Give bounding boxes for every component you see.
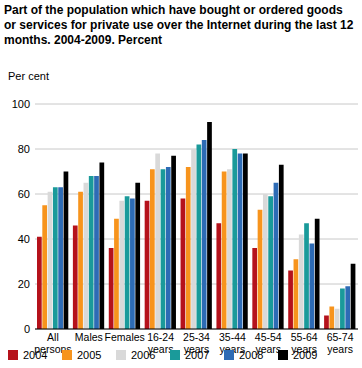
- bar: [186, 167, 191, 329]
- bar: [258, 210, 263, 329]
- bar: [315, 219, 320, 329]
- x-tick-label-line: Females: [105, 331, 145, 343]
- bar: [243, 154, 248, 330]
- title: Part of the population which have bought…: [4, 3, 356, 48]
- bar: [263, 194, 268, 329]
- bar: [294, 259, 299, 329]
- legend-swatch: [224, 350, 234, 360]
- y-axis-label: Per cent: [8, 70, 49, 82]
- bar: [48, 192, 53, 329]
- bar: [274, 183, 279, 329]
- bar: [114, 219, 119, 329]
- bar: [191, 149, 196, 329]
- bar: [109, 248, 114, 329]
- bar: [171, 156, 176, 329]
- bar: [135, 183, 140, 329]
- bar: [42, 205, 47, 329]
- bar: [345, 286, 350, 329]
- x-axis: [35, 329, 358, 330]
- bar: [58, 187, 63, 329]
- bar: [94, 176, 99, 329]
- bar: [181, 199, 186, 330]
- bar: [155, 154, 160, 330]
- legend-label: 2009: [293, 349, 317, 361]
- bar: [125, 196, 130, 329]
- bar: [279, 165, 284, 329]
- bar: [288, 271, 293, 330]
- bar: [73, 226, 78, 330]
- x-tick-label-line: 45-54: [255, 331, 282, 343]
- bar: [130, 199, 135, 330]
- x-tick-label-line: Males: [75, 331, 103, 343]
- legend-label: 2007: [185, 349, 209, 361]
- x-tick-label-line: 25-34: [183, 331, 210, 343]
- bar: [304, 223, 309, 329]
- legend-swatch: [116, 350, 126, 360]
- y-tick-label: 0: [24, 323, 30, 335]
- bar: [53, 187, 58, 329]
- bar: [161, 169, 166, 329]
- legend-label: 2005: [77, 349, 101, 361]
- x-tick-label-line: 35-44: [219, 331, 246, 343]
- bar: [150, 169, 155, 329]
- legend-swatch: [278, 350, 288, 360]
- bar: [99, 163, 104, 330]
- bar: [329, 307, 334, 330]
- bars: [37, 122, 355, 329]
- bar: [299, 235, 304, 330]
- bar: [232, 149, 237, 329]
- bar: [145, 201, 150, 329]
- bar: [340, 289, 345, 330]
- bar: [216, 223, 221, 329]
- x-tick-label-line: All: [47, 331, 59, 343]
- bar: [227, 169, 232, 329]
- x-tick-label: Females: [105, 331, 145, 343]
- bar: [119, 201, 124, 329]
- y-tick-label: 40: [18, 233, 30, 245]
- bar: [351, 264, 356, 329]
- bar: [268, 196, 273, 329]
- bar: [335, 309, 340, 329]
- x-tick-label-line: years: [327, 343, 353, 355]
- x-tick-label-line: 65-74: [327, 331, 354, 343]
- bar: [89, 176, 94, 329]
- bar: [252, 248, 257, 329]
- bar: [309, 244, 314, 330]
- bar: [37, 237, 42, 329]
- legend-label: 2006: [131, 349, 155, 361]
- legend-swatch: [62, 350, 72, 360]
- grid-line: [35, 329, 358, 330]
- legend-swatch: [8, 350, 18, 360]
- legend-swatch: [170, 350, 180, 360]
- legend-label: 2004: [23, 349, 47, 361]
- grid-line: [35, 104, 358, 105]
- bar: [222, 172, 227, 330]
- bar: [207, 122, 212, 329]
- x-tick-label: Males: [75, 331, 103, 343]
- bar: [197, 145, 202, 330]
- y-tick-label: 60: [18, 188, 30, 200]
- bar: [64, 172, 69, 330]
- bar: [84, 183, 89, 329]
- y-tick-label: 100: [12, 98, 30, 110]
- x-tick-label-line: 16-24: [147, 331, 174, 343]
- y-tick-label: 80: [18, 143, 30, 155]
- bar: [324, 316, 329, 330]
- x-tick-label: 65-74years: [327, 331, 354, 355]
- legend-label: 2008: [239, 349, 263, 361]
- bar: [78, 192, 83, 329]
- bar: [202, 140, 207, 329]
- x-tick-label-line: 55-64: [291, 331, 318, 343]
- y-tick-label: 20: [18, 278, 30, 290]
- bar: [166, 167, 171, 329]
- bar: [238, 154, 243, 330]
